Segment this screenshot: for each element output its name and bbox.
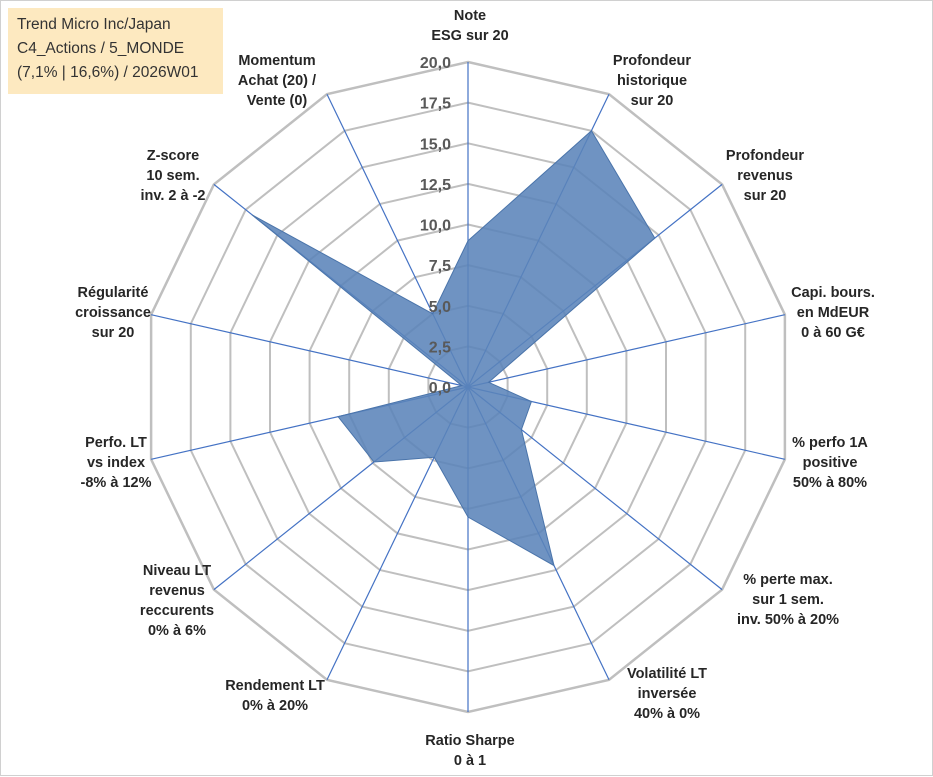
axis-label: Capi. bours. bbox=[791, 285, 875, 301]
series-area bbox=[252, 131, 655, 566]
radar-series-layer bbox=[252, 131, 655, 566]
axis-label: Perfo. LT bbox=[85, 435, 147, 451]
axis-label: sur 20 bbox=[744, 188, 787, 204]
axis-label: % perfo 1A bbox=[792, 435, 868, 451]
axis-label: Profondeur bbox=[613, 53, 691, 69]
title-line-company: Trend Micro Inc/Japan bbox=[17, 13, 223, 37]
tick-label: 17,5 bbox=[420, 96, 451, 113]
tick-label: 2,5 bbox=[429, 339, 451, 356]
tick-label: 5,0 bbox=[429, 299, 451, 316]
axis-label: positive bbox=[803, 455, 858, 471]
title-line-stats: (7,1% | 16,6%) / 2026W01 bbox=[17, 61, 223, 85]
axis-label: % perte max. bbox=[743, 572, 832, 588]
axis-label: sur 20 bbox=[631, 93, 674, 109]
tick-label: 12,5 bbox=[420, 177, 451, 194]
title-line-category: C4_Actions / 5_MONDE bbox=[17, 37, 223, 61]
tick-label: 7,5 bbox=[429, 258, 451, 275]
tick-label: 10,0 bbox=[420, 218, 451, 235]
axis-label: -8% à 12% bbox=[81, 475, 152, 491]
axis-label: inv. 50% à 20% bbox=[737, 612, 839, 628]
axis-label: 0% à 6% bbox=[148, 623, 206, 639]
tick-label: 20,0 bbox=[420, 55, 451, 72]
axis-label: Note bbox=[454, 8, 486, 24]
axis-label: sur 1 sem. bbox=[752, 592, 824, 608]
axis-label: revenus bbox=[149, 583, 205, 599]
axis-label: Vente (0) bbox=[247, 93, 308, 109]
axis-label: Ratio Sharpe bbox=[425, 733, 514, 749]
axis-label: reccurents bbox=[140, 603, 214, 619]
axis-label: Volatilité LT bbox=[627, 666, 707, 682]
axis-label: 10 sem. bbox=[146, 168, 199, 184]
tick-label: 15,0 bbox=[420, 136, 451, 153]
axis-label: Profondeur bbox=[726, 148, 804, 164]
axis-label: sur 20 bbox=[92, 325, 135, 341]
axis-label: en MdEUR bbox=[797, 305, 870, 321]
axis-label: 0% à 20% bbox=[242, 698, 308, 714]
axis-label: 0 à 1 bbox=[454, 753, 486, 769]
axis-label: Momentum bbox=[238, 53, 315, 69]
axis-label: vs index bbox=[87, 455, 145, 471]
axis-label: Z-score bbox=[147, 148, 199, 164]
axis-label: Régularité bbox=[78, 285, 149, 301]
axis-label: 50% à 80% bbox=[793, 475, 867, 491]
axis-label: inversée bbox=[638, 686, 697, 702]
axis-label: Achat (20) / bbox=[238, 73, 316, 89]
axis-label: 40% à 0% bbox=[634, 706, 700, 722]
axis-label: Niveau LT bbox=[143, 563, 211, 579]
axis-label: inv. 2 à -2 bbox=[140, 188, 205, 204]
chart-title-box: Trend Micro Inc/Japan C4_Actions / 5_MON… bbox=[8, 8, 223, 94]
tick-label: 0,0 bbox=[429, 380, 451, 397]
axis-label: historique bbox=[617, 73, 687, 89]
axis-label: croissance bbox=[75, 305, 151, 321]
axis-label: revenus bbox=[737, 168, 793, 184]
axis-label: Rendement LT bbox=[225, 678, 325, 694]
axis-label: ESG sur 20 bbox=[431, 28, 508, 44]
axis-label: 0 à 60 G€ bbox=[801, 325, 865, 341]
